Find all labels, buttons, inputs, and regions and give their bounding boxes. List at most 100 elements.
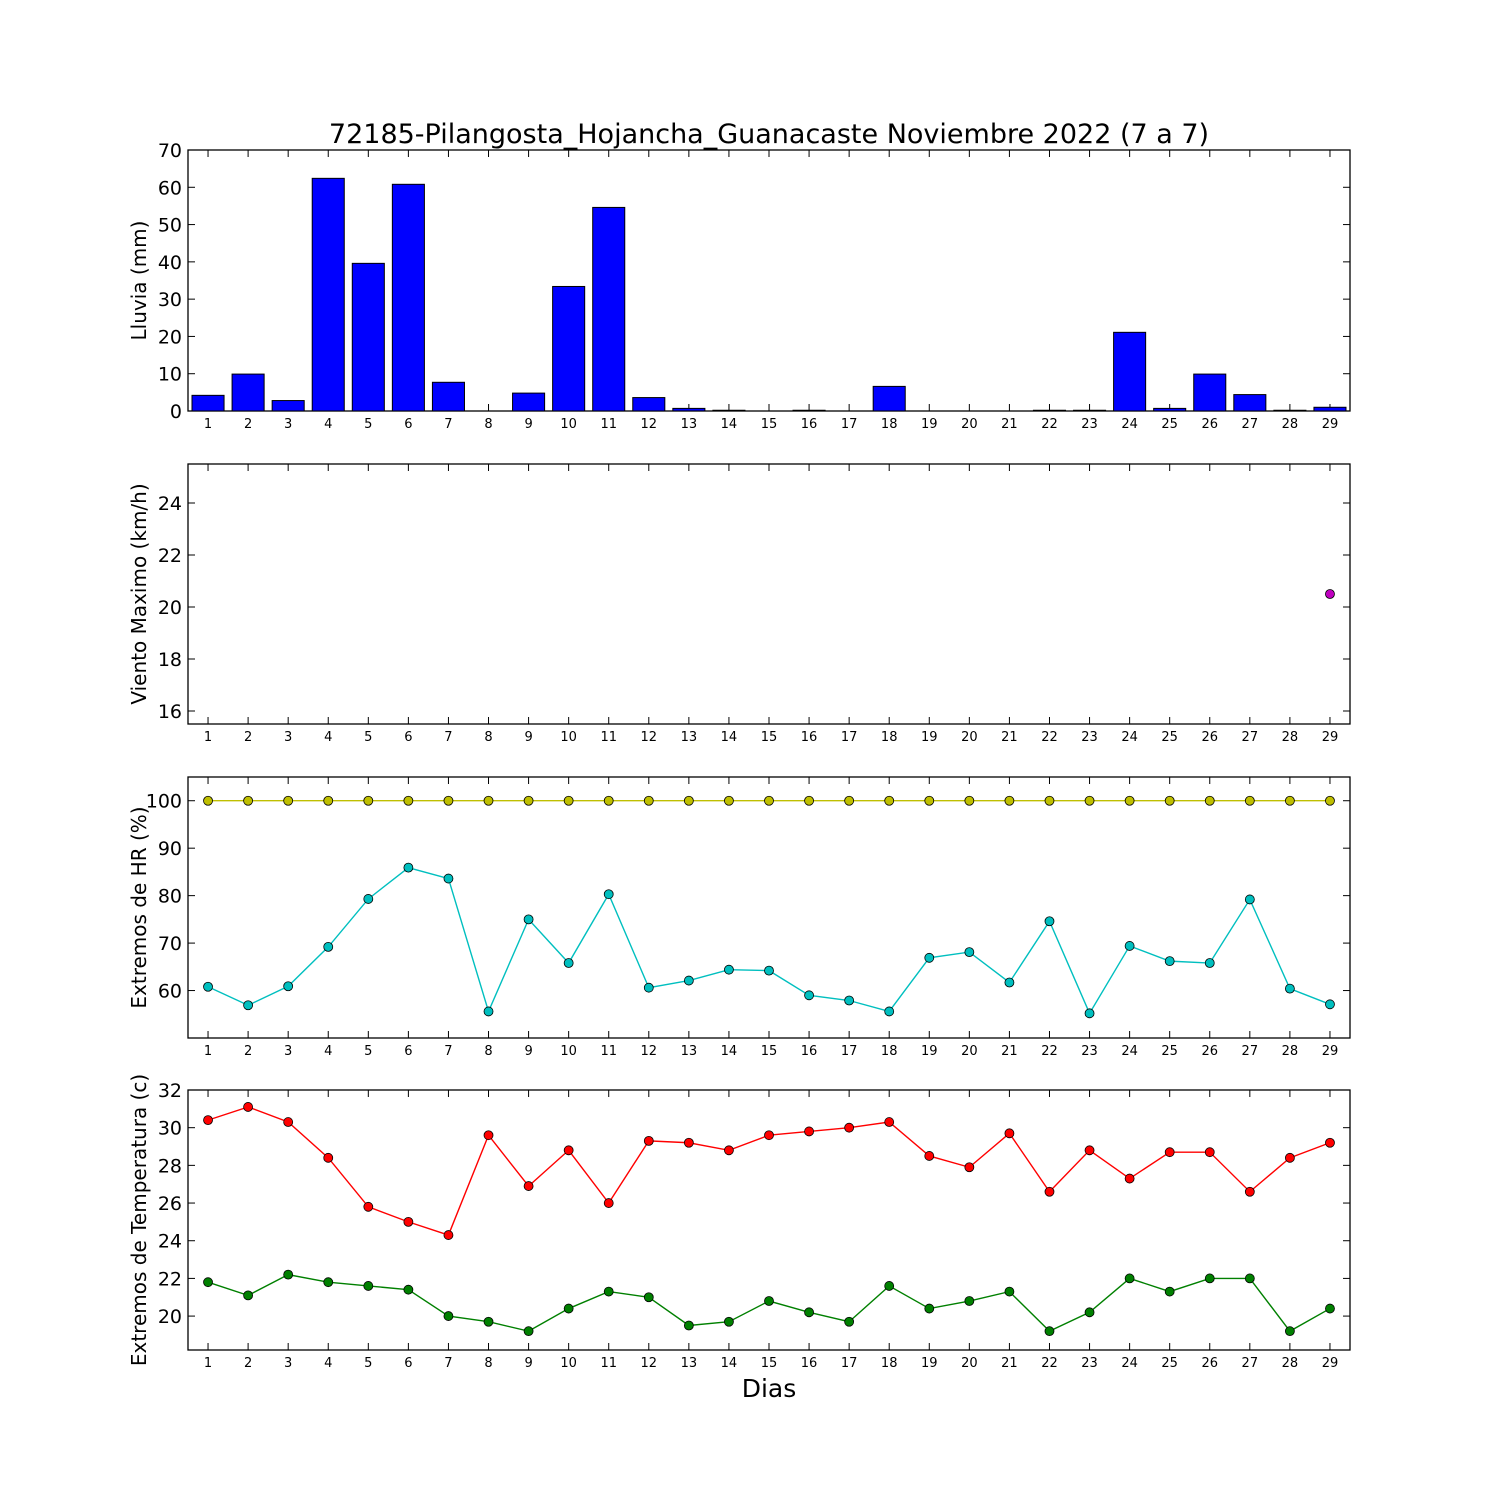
data-point (1084, 1145, 1095, 1156)
x-tick-label: 25 (1161, 417, 1178, 432)
data-point (283, 981, 294, 992)
data-point (1325, 1137, 1335, 1148)
x-tick-label: 12 (641, 1044, 658, 1059)
rain-bar (712, 409, 746, 412)
x-tick-label: 19 (921, 1044, 938, 1059)
data-point (203, 795, 213, 806)
data-point (523, 795, 534, 806)
x-tick-label: 20 (961, 417, 978, 432)
x-tick-label: 27 (1242, 1356, 1259, 1371)
data-point (1084, 1008, 1095, 1019)
data-point (1044, 916, 1055, 927)
x-tick-label: 17 (841, 1044, 858, 1059)
x-tick-label: 27 (1242, 730, 1259, 745)
data-point (683, 795, 694, 806)
x-tick-label: 17 (841, 1356, 858, 1371)
y-axis-label: Extremos de HR (%) (127, 806, 151, 1008)
data-point (1164, 1147, 1175, 1158)
x-tick-label: 20 (961, 730, 978, 745)
x-tick-label: 4 (324, 1356, 332, 1371)
y-tick-label: 60 (158, 981, 182, 1003)
data-point (1044, 795, 1055, 806)
data-point (563, 1145, 574, 1156)
data-point (924, 1151, 935, 1161)
rain-bar (391, 183, 425, 412)
x-tick-label: 14 (721, 417, 738, 432)
data-point (724, 1316, 734, 1327)
x-tick-label: 27 (1242, 1044, 1259, 1059)
x-tick-label: 20 (961, 1356, 978, 1371)
rain-bar (1193, 373, 1227, 412)
x-tick-label: 13 (681, 1044, 698, 1059)
rain-bar (1113, 331, 1147, 412)
data-point (724, 795, 734, 806)
rain-bar (872, 385, 906, 412)
x-tick-label: 17 (841, 417, 858, 432)
data-point (764, 795, 774, 806)
data-point (1325, 589, 1335, 599)
x-tick-label: 23 (1081, 1356, 1098, 1371)
data-point (764, 1130, 774, 1141)
x-tick-label: 29 (1322, 730, 1339, 745)
chart-title: 72185-Pilangosta_Hojancha_Guanacaste Nov… (329, 119, 1209, 150)
data-point (1325, 999, 1335, 1010)
y-tick-label: 90 (158, 838, 182, 860)
x-tick-label: 5 (364, 1356, 372, 1371)
rain-bar (311, 177, 345, 412)
x-tick-label: 28 (1282, 417, 1299, 432)
x-tick-label: 13 (681, 417, 698, 432)
data-point (804, 1307, 814, 1318)
rain-bar (1273, 409, 1307, 412)
y-tick-label: 0 (170, 401, 182, 423)
x-tick-label: 18 (881, 1356, 898, 1371)
x-tick-label: 14 (721, 730, 738, 745)
y-tick-label: 20 (158, 326, 182, 348)
data-point (1244, 1186, 1255, 1197)
data-point (523, 914, 534, 925)
x-tick-label: 9 (524, 1356, 532, 1371)
series-line (207, 1106, 1331, 1236)
data-point (603, 795, 614, 806)
data-point (203, 1277, 213, 1288)
data-point (924, 1303, 935, 1314)
data-point (283, 1117, 294, 1127)
x-tick-label: 3 (284, 417, 292, 432)
data-point (1124, 1273, 1135, 1284)
plot-frame (187, 1089, 1351, 1351)
data-point (1284, 795, 1295, 806)
x-tick-label: 14 (721, 1044, 738, 1059)
rain-bar (552, 285, 586, 412)
data-point (603, 889, 614, 900)
data-point (1004, 795, 1015, 806)
x-axis-label: Dias (742, 1374, 797, 1403)
y-tick-label: 32 (158, 1080, 182, 1102)
data-point (1325, 795, 1335, 806)
y-tick-label: 70 (158, 140, 182, 162)
x-tick-label: 6 (404, 1044, 412, 1059)
data-point (844, 795, 855, 806)
x-tick-label: 18 (881, 417, 898, 432)
x-tick-label: 8 (484, 1356, 492, 1371)
data-point (1164, 956, 1175, 967)
rain-bar (351, 262, 385, 412)
data-point (1284, 1326, 1295, 1337)
x-tick-label: 29 (1322, 1356, 1339, 1371)
x-tick-label: 15 (761, 1044, 778, 1059)
data-point (683, 1137, 694, 1148)
rain-bar (592, 206, 626, 412)
y-tick-label: 24 (158, 1231, 182, 1253)
data-point (964, 947, 975, 958)
data-point (283, 1269, 294, 1280)
data-point (964, 1296, 975, 1306)
x-tick-label: 3 (284, 1356, 292, 1371)
x-tick-label: 19 (921, 417, 938, 432)
data-point (603, 1286, 614, 1297)
x-tick-label: 22 (1041, 1356, 1058, 1371)
x-tick-label: 20 (961, 1044, 978, 1059)
data-point (924, 952, 935, 963)
data-point (1284, 983, 1295, 994)
data-point (403, 1284, 414, 1295)
x-tick-label: 7 (444, 1044, 452, 1059)
